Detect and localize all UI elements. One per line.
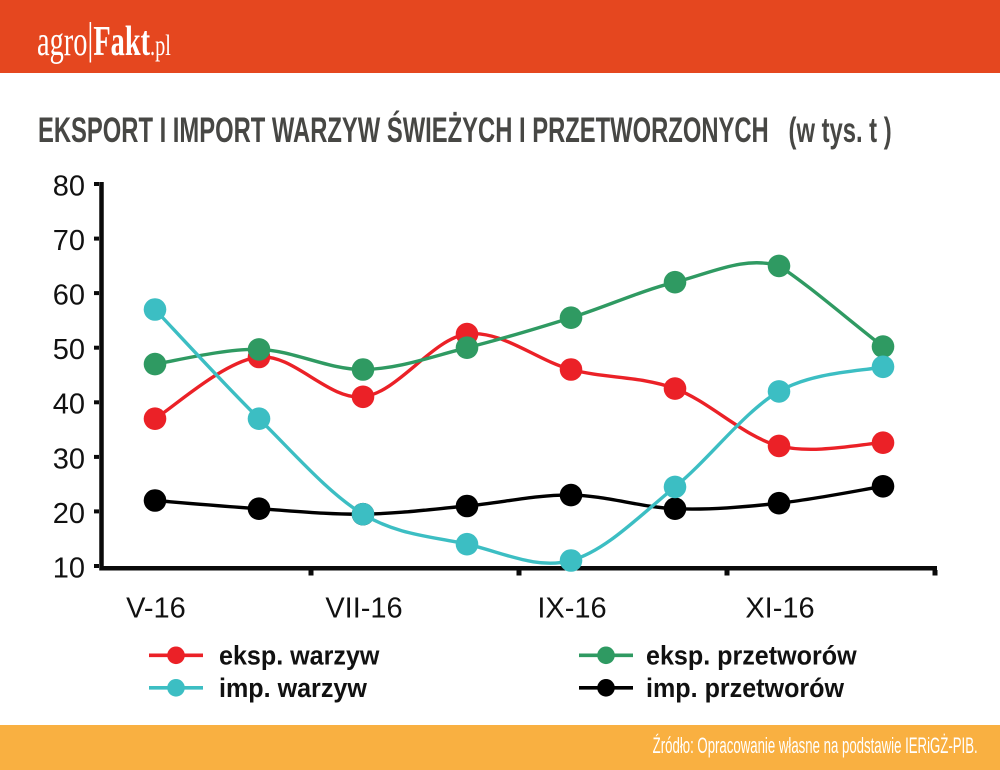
svg-text:70: 70 (53, 225, 85, 257)
svg-text:XI-16: XI-16 (745, 593, 814, 625)
svg-text:VII-16: VII-16 (325, 593, 402, 625)
svg-text:V-16: V-16 (126, 593, 186, 625)
svg-text:30: 30 (53, 443, 85, 475)
svg-text:40: 40 (53, 389, 85, 421)
svg-text:60: 60 (53, 280, 85, 312)
svg-text:20: 20 (53, 498, 85, 530)
svg-text:50: 50 (53, 334, 85, 366)
svg-text:eksp. przetworów: eksp. przetworów (646, 640, 857, 671)
svg-text:imp. warzyw: imp. warzyw (219, 672, 368, 703)
svg-text:imp. przetworów: imp. przetworów (646, 672, 845, 703)
svg-text:eksp. warzyw: eksp. warzyw (219, 640, 380, 671)
svg-text:10: 10 (53, 552, 85, 584)
svg-text:80: 80 (53, 170, 85, 202)
svg-text:IX-16: IX-16 (537, 593, 606, 625)
